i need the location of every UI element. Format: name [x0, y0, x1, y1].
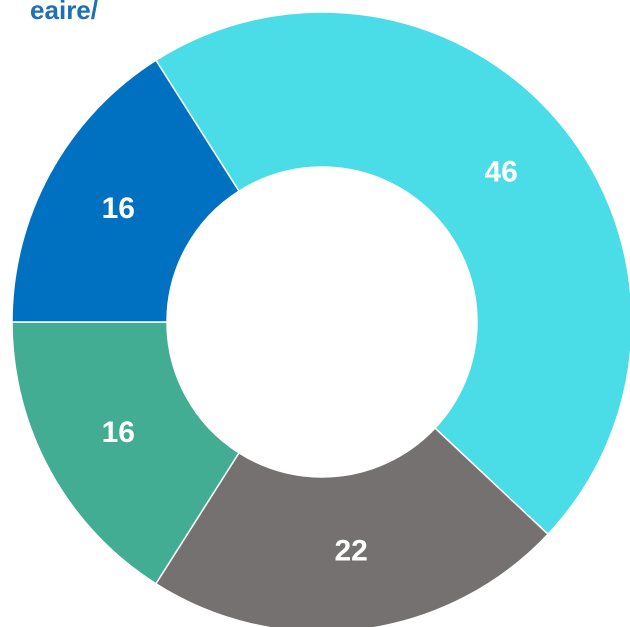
donut-slice: [11, 59, 240, 323]
data-label: 16: [102, 192, 135, 225]
donut-slice: [154, 11, 630, 536]
donut-slice: [11, 321, 240, 585]
chart-title: eaire/: [30, 0, 98, 25]
data-label: 22: [334, 535, 367, 568]
data-label: 46: [484, 156, 517, 189]
donut-slice: [154, 427, 550, 627]
data-label: 16: [102, 416, 135, 449]
